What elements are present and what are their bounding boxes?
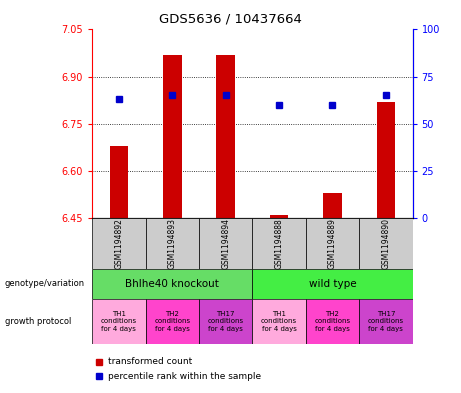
Text: GSM1194893: GSM1194893 [168,218,177,269]
Bar [216,55,235,218]
Bar [359,218,413,269]
Bar [253,299,306,344]
Text: TH17
conditions
for 4 days: TH17 conditions for 4 days [207,311,244,332]
Text: GSM1194894: GSM1194894 [221,218,230,269]
Text: TH1
conditions
for 4 days: TH1 conditions for 4 days [101,311,137,332]
Bar [199,218,253,269]
Text: transformed count: transformed count [108,357,193,366]
Text: percentile rank within the sample: percentile rank within the sample [108,372,261,381]
Text: TH1
conditions
for 4 days: TH1 conditions for 4 days [261,311,297,332]
Text: GSM1194889: GSM1194889 [328,218,337,269]
Bar [110,146,128,218]
Text: GSM1194892: GSM1194892 [114,218,124,269]
Text: wild type: wild type [309,279,356,289]
Text: Bhlhe40 knockout: Bhlhe40 knockout [125,279,219,289]
Bar [306,299,359,344]
Bar [377,102,395,218]
Bar [92,299,146,344]
Bar [92,218,146,269]
Bar [199,299,253,344]
Bar [253,218,306,269]
Bar [323,193,342,218]
Text: growth protocol: growth protocol [5,317,71,326]
Bar [253,269,413,299]
Bar [146,299,199,344]
Text: TH2
conditions
for 4 days: TH2 conditions for 4 days [154,311,190,332]
Text: TH2
conditions
for 4 days: TH2 conditions for 4 days [314,311,350,332]
Bar [306,218,359,269]
Text: GSM1194888: GSM1194888 [275,218,284,269]
Text: TH17
conditions
for 4 days: TH17 conditions for 4 days [368,311,404,332]
Text: GDS5636 / 10437664: GDS5636 / 10437664 [159,13,302,26]
Text: genotype/variation: genotype/variation [5,279,85,288]
Bar [92,269,253,299]
Text: GSM1194890: GSM1194890 [381,218,390,269]
Bar [270,215,289,218]
Bar [146,218,199,269]
Bar [163,55,182,218]
Bar [359,299,413,344]
